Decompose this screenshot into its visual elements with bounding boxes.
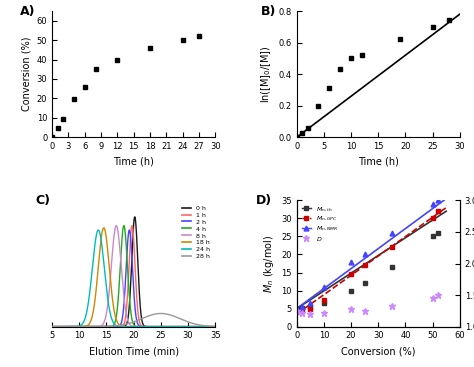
0 h	[209, 324, 215, 329]
X-axis label: Conversion (%): Conversion (%)	[341, 346, 416, 356]
24 h	[49, 324, 55, 329]
24 h	[119, 324, 125, 329]
18 h	[212, 324, 218, 329]
28 h	[112, 324, 118, 328]
4 h	[212, 324, 218, 329]
18 h	[112, 312, 118, 316]
X-axis label: Time (h): Time (h)	[113, 157, 154, 167]
2 h	[212, 324, 218, 329]
28 h	[68, 324, 73, 329]
18 h	[191, 324, 197, 329]
24 h	[212, 324, 218, 329]
24 h	[191, 324, 197, 329]
1 h	[212, 324, 218, 329]
1 h	[119, 324, 125, 328]
1 h	[68, 324, 73, 329]
28 h	[49, 324, 55, 329]
8 h	[212, 324, 218, 329]
Line: 4 h: 4 h	[52, 226, 215, 327]
Line: 24 h: 24 h	[52, 230, 215, 327]
28 h	[78, 324, 83, 329]
18 h	[68, 324, 73, 329]
4 h	[121, 224, 127, 228]
8 h	[78, 324, 83, 329]
28 h	[191, 321, 197, 326]
Line: 18 h: 18 h	[52, 228, 215, 327]
2 h	[78, 324, 83, 329]
2 h	[112, 324, 118, 329]
Text: C): C)	[36, 194, 51, 207]
8 h	[209, 324, 215, 329]
Line: 2 h: 2 h	[52, 230, 215, 327]
18 h	[209, 324, 215, 329]
Text: B): B)	[261, 5, 276, 18]
0 h	[132, 215, 137, 219]
2 h	[68, 324, 73, 329]
8 h	[112, 229, 118, 233]
Legend: $M_{n,th}$, $M_{n,GPC}$, $M_{n,NMR}$, $D$: $M_{n,th}$, $M_{n,GPC}$, $M_{n,NMR}$, $D…	[300, 204, 340, 244]
8 h	[113, 224, 119, 228]
2 h	[209, 324, 215, 329]
28 h	[212, 324, 218, 328]
Legend: 0 h, 1 h, 2 h, 4 h, 8 h, 18 h, 24 h, 28 h: 0 h, 1 h, 2 h, 4 h, 8 h, 18 h, 24 h, 28 …	[180, 204, 212, 261]
18 h	[119, 324, 125, 328]
4 h	[78, 324, 83, 329]
0 h	[191, 324, 197, 329]
2 h	[191, 324, 197, 329]
4 h	[49, 324, 55, 329]
18 h	[101, 226, 107, 230]
4 h	[68, 324, 73, 329]
1 h	[129, 224, 135, 228]
18 h	[78, 324, 83, 329]
4 h	[119, 240, 125, 245]
28 h	[158, 311, 164, 316]
1 h	[112, 324, 118, 329]
18 h	[49, 324, 55, 329]
8 h	[49, 324, 55, 329]
4 h	[209, 324, 215, 329]
0 h	[119, 324, 125, 329]
Text: A): A)	[19, 5, 35, 18]
2 h	[127, 228, 132, 232]
24 h	[112, 322, 118, 327]
24 h	[78, 323, 83, 328]
28 h	[209, 324, 215, 328]
2 h	[49, 324, 55, 329]
28 h	[119, 323, 125, 327]
1 h	[191, 324, 197, 329]
4 h	[191, 324, 197, 329]
X-axis label: Elution Time (min): Elution Time (min)	[89, 346, 179, 356]
Text: D): D)	[256, 194, 272, 207]
0 h	[212, 324, 218, 329]
24 h	[209, 324, 215, 329]
X-axis label: Time (h): Time (h)	[358, 157, 399, 167]
Line: 1 h: 1 h	[52, 226, 215, 327]
Y-axis label: Conversion (%): Conversion (%)	[21, 37, 31, 111]
24 h	[95, 228, 101, 232]
8 h	[68, 324, 73, 329]
8 h	[191, 324, 197, 329]
Line: 28 h: 28 h	[52, 313, 215, 327]
1 h	[209, 324, 215, 329]
8 h	[119, 271, 125, 275]
Line: 0 h: 0 h	[52, 217, 215, 327]
2 h	[119, 319, 125, 323]
0 h	[112, 324, 118, 329]
1 h	[78, 324, 83, 329]
4 h	[112, 321, 118, 326]
Line: 8 h: 8 h	[52, 226, 215, 327]
Y-axis label: ln([M]$_0$/[M]): ln([M]$_0$/[M])	[259, 45, 273, 103]
Y-axis label: $M_n$ (kg/mol): $M_n$ (kg/mol)	[262, 235, 276, 292]
24 h	[68, 324, 73, 329]
0 h	[78, 324, 83, 329]
0 h	[49, 324, 55, 329]
0 h	[68, 324, 73, 329]
1 h	[49, 324, 55, 329]
